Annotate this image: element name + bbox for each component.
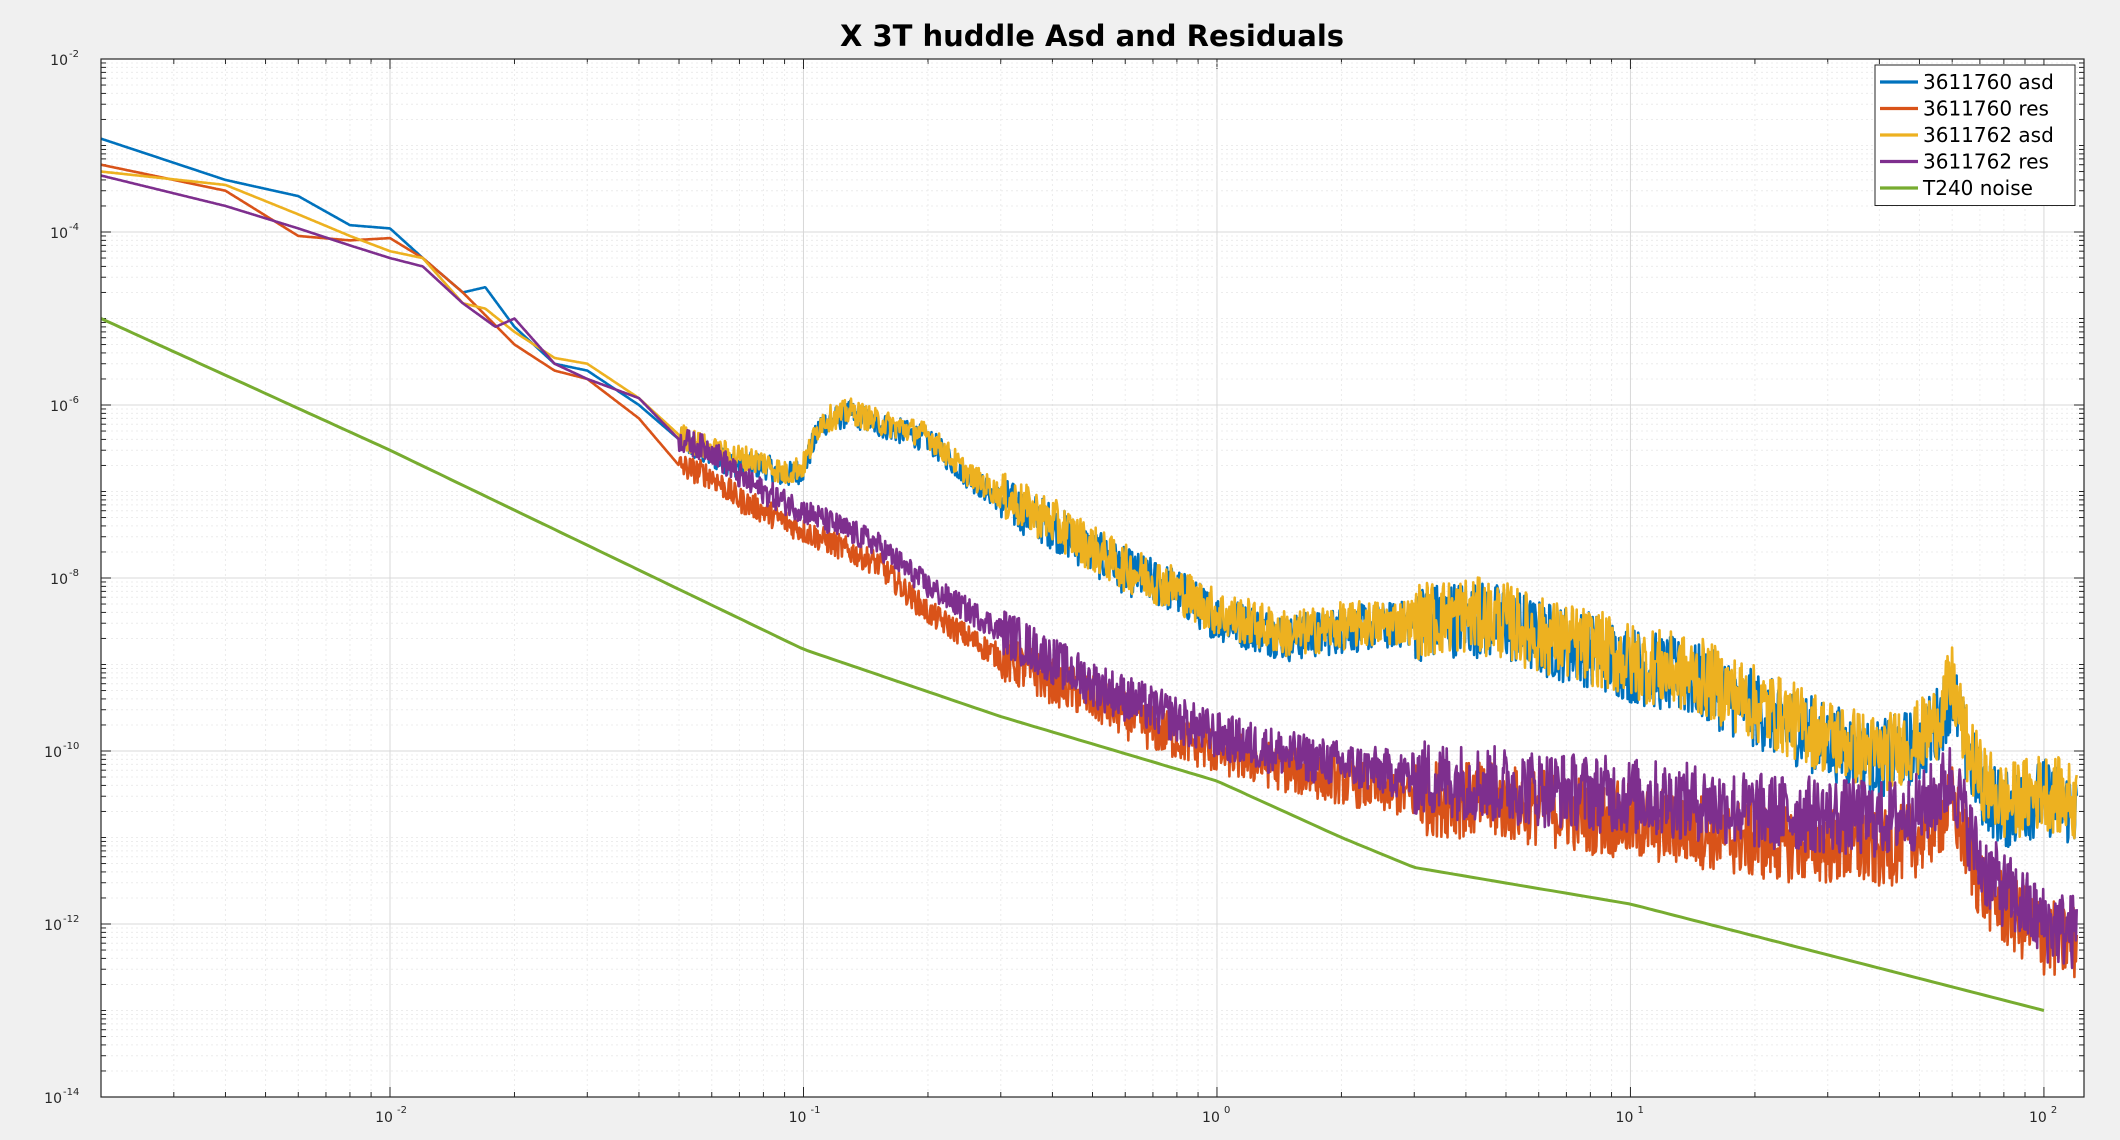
y-tick-label: 10 <box>44 918 62 934</box>
legend-label: 3611762 res <box>1923 150 2049 174</box>
legend-label: 3611762 asd <box>1923 123 2054 147</box>
x-tick-label-exponent: 0 <box>1224 1105 1230 1116</box>
y-tick-label: 10 <box>44 745 62 761</box>
y-tick-label: 10 <box>50 53 68 69</box>
plot-border <box>100 58 2085 1098</box>
legend-label: 3611760 asd <box>1923 70 2054 94</box>
x-tick-label: 10 <box>789 1110 807 1126</box>
x-tick-label-exponent: -2 <box>397 1105 407 1116</box>
series-line <box>100 170 2078 840</box>
plot-axes: 10 -2 10 -1 10 0 10 1 10 210 -210 -410 -610 -810 -1010… <box>44 49 2085 1126</box>
x-tick-label: 10 <box>375 1110 393 1126</box>
chart-title: X 3T huddle Asd and Residuals <box>840 19 1344 53</box>
legend-label: 3611760 res <box>1923 97 2049 121</box>
x-tick-label-exponent: 1 <box>1637 1105 1643 1116</box>
y-tick-label-exponent: -6 <box>69 395 79 406</box>
y-tick-label: 10 <box>50 572 68 588</box>
y-tick-label: 10 <box>50 399 68 415</box>
y-tick-label: 10 <box>50 226 68 242</box>
y-tick-label-exponent: -4 <box>69 222 79 233</box>
x-tick-label: 10 <box>1616 1110 1634 1126</box>
y-tick-label-exponent: -10 <box>63 741 79 752</box>
y-tick-label-exponent: -12 <box>63 914 79 925</box>
y-tick-label-exponent: -8 <box>69 568 79 579</box>
x-tick-label: 10 <box>2029 1110 2047 1126</box>
series-line <box>100 174 2078 970</box>
y-tick-label-exponent: -14 <box>63 1087 79 1098</box>
y-tick-label-exponent: -2 <box>69 49 79 60</box>
legend-label: T240 noise <box>1922 176 2033 200</box>
x-tick-label-exponent: 2 <box>2051 1105 2057 1116</box>
y-tick-label: 10 <box>44 1091 62 1107</box>
x-tick-label: 10 <box>1202 1110 1220 1126</box>
series-line <box>100 317 2045 1012</box>
x-tick-label-exponent: -1 <box>810 1105 820 1116</box>
